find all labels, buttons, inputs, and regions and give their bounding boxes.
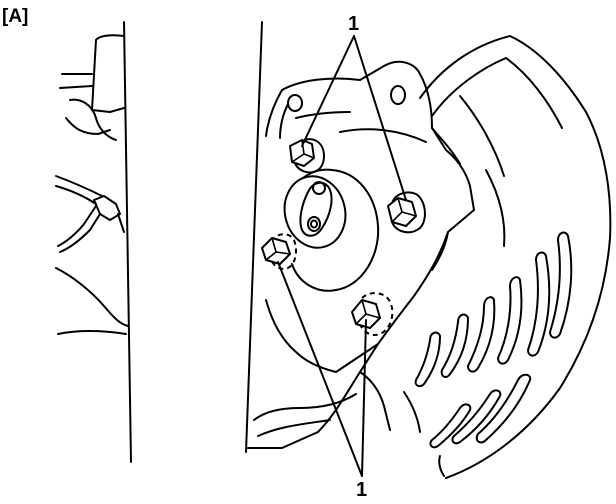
- leader-line-bottom-right: [361, 319, 367, 477]
- bolt-lower-left: [261, 233, 297, 270]
- frame-edge-line: [245, 21, 263, 453]
- bolt-upper-left: [289, 138, 325, 174]
- shield-slots: [414, 231, 573, 449]
- callout-bottom: 1: [277, 261, 367, 501]
- callout-bottom-number: 1: [356, 479, 367, 501]
- left-detail-view: [55, 21, 132, 463]
- bracket-hole: [390, 85, 406, 105]
- panel-label: [A]: [2, 6, 28, 27]
- knuckle-bracket: [247, 60, 475, 449]
- bolt-right: [387, 191, 426, 234]
- leader-line-top-left: [301, 35, 355, 147]
- callout-top: 1: [301, 13, 407, 201]
- bracket-hole: [287, 94, 303, 112]
- callout-top-number: 1: [348, 13, 359, 35]
- wheel-hub: [283, 168, 380, 292]
- leader-line-top-right: [353, 35, 407, 201]
- main-assembly-view: [245, 21, 612, 479]
- bolt-lower-right: [351, 292, 394, 336]
- splash-shield: [419, 35, 612, 479]
- leader-line-bottom-left: [277, 261, 363, 477]
